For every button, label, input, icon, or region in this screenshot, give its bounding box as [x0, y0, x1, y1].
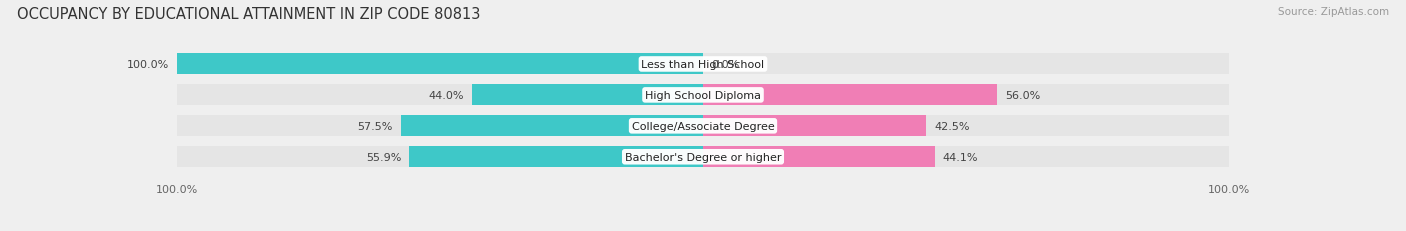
Bar [401, 116, 703, 137]
Text: 55.9%: 55.9% [366, 152, 401, 162]
Bar [471, 85, 703, 106]
Text: 100.0%: 100.0% [127, 60, 169, 70]
Bar [703, 85, 997, 106]
Bar [177, 147, 1229, 167]
Bar [409, 147, 703, 167]
Bar [177, 54, 1229, 75]
Bar [177, 85, 1229, 106]
Bar [177, 116, 1229, 137]
Bar [703, 116, 927, 137]
Bar [177, 54, 703, 75]
Text: Source: ZipAtlas.com: Source: ZipAtlas.com [1278, 7, 1389, 17]
Text: 56.0%: 56.0% [1005, 91, 1040, 100]
Text: 42.5%: 42.5% [935, 121, 970, 131]
Bar [703, 147, 935, 167]
Text: 44.1%: 44.1% [943, 152, 979, 162]
Text: High School Diploma: High School Diploma [645, 91, 761, 100]
Text: OCCUPANCY BY EDUCATIONAL ATTAINMENT IN ZIP CODE 80813: OCCUPANCY BY EDUCATIONAL ATTAINMENT IN Z… [17, 7, 481, 22]
Text: 57.5%: 57.5% [357, 121, 392, 131]
Text: 0.0%: 0.0% [711, 60, 740, 70]
Text: 44.0%: 44.0% [429, 91, 464, 100]
Text: Bachelor's Degree or higher: Bachelor's Degree or higher [624, 152, 782, 162]
Text: College/Associate Degree: College/Associate Degree [631, 121, 775, 131]
Text: Less than High School: Less than High School [641, 60, 765, 70]
